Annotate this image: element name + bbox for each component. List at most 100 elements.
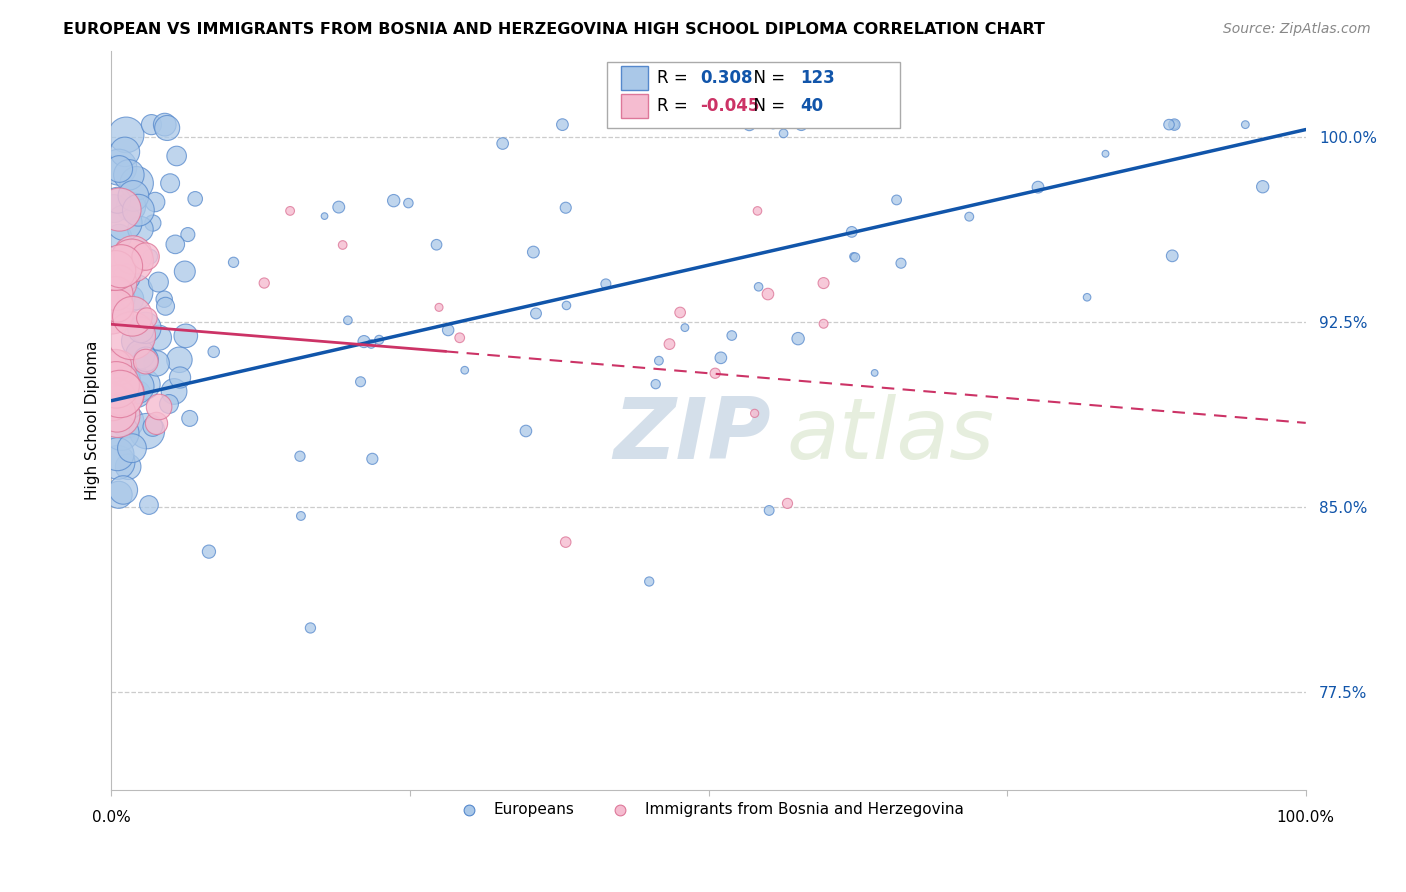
Point xyxy=(115,270,138,285)
Point xyxy=(299,621,322,635)
Point xyxy=(104,286,127,301)
Point xyxy=(454,363,477,377)
Point xyxy=(163,384,186,399)
Point xyxy=(813,276,835,290)
Point xyxy=(131,352,153,367)
Point xyxy=(104,359,127,373)
Point xyxy=(198,544,221,558)
Point xyxy=(738,118,761,132)
Point xyxy=(114,252,136,267)
Point xyxy=(127,387,149,401)
Point xyxy=(153,118,176,132)
Point xyxy=(522,245,544,260)
FancyBboxPatch shape xyxy=(607,62,900,128)
Point xyxy=(165,237,187,252)
Point xyxy=(112,483,135,497)
Point xyxy=(121,328,143,343)
Point xyxy=(658,337,681,351)
Text: EUROPEAN VS IMMIGRANTS FROM BOSNIA AND HERZEGOVINA HIGH SCHOOL DIPLOMA CORRELATI: EUROPEAN VS IMMIGRANTS FROM BOSNIA AND H… xyxy=(63,22,1045,37)
Point xyxy=(328,200,350,214)
Point xyxy=(107,194,129,208)
Point xyxy=(155,299,177,313)
Point xyxy=(121,248,143,262)
Point xyxy=(844,250,866,264)
Point xyxy=(107,292,129,306)
Point xyxy=(107,447,129,461)
Point xyxy=(336,313,359,327)
Bar xyxy=(621,95,648,118)
Point xyxy=(129,347,152,361)
Point xyxy=(253,276,276,290)
Point xyxy=(129,222,152,236)
Point xyxy=(437,323,460,337)
Point xyxy=(353,334,375,349)
Point xyxy=(174,328,197,343)
Point xyxy=(314,209,336,223)
Point xyxy=(105,377,128,392)
Point xyxy=(105,407,128,421)
Point xyxy=(108,230,131,244)
Point xyxy=(108,360,131,375)
Point xyxy=(127,203,149,218)
Point xyxy=(1234,118,1257,132)
Text: 40: 40 xyxy=(800,97,824,115)
Point xyxy=(554,201,576,215)
Point xyxy=(841,225,863,239)
Point xyxy=(762,118,785,132)
Point xyxy=(141,118,163,132)
Point xyxy=(776,496,799,510)
Point xyxy=(772,127,794,141)
Point xyxy=(134,377,156,392)
Text: N =: N = xyxy=(744,97,790,115)
Text: -0.045: -0.045 xyxy=(700,97,759,115)
Point xyxy=(166,149,188,163)
Point xyxy=(107,160,129,174)
Point xyxy=(114,145,136,159)
Point xyxy=(758,503,780,517)
Point xyxy=(673,320,696,334)
Point xyxy=(135,352,157,367)
Point xyxy=(156,120,179,135)
Point xyxy=(112,216,135,230)
Point xyxy=(135,311,157,326)
Point xyxy=(515,424,537,438)
Point xyxy=(957,210,980,224)
Point xyxy=(115,128,138,142)
Point xyxy=(638,574,661,589)
Point xyxy=(890,256,912,270)
Point xyxy=(117,459,139,474)
Point xyxy=(104,263,127,277)
Point xyxy=(1094,146,1116,161)
Point xyxy=(554,535,576,549)
Point xyxy=(1026,180,1049,194)
Legend: Europeans, Immigrants from Bosnia and Herzegovina: Europeans, Immigrants from Bosnia and He… xyxy=(447,796,970,823)
Point xyxy=(382,194,405,208)
Point xyxy=(704,366,727,380)
Point xyxy=(813,317,835,331)
Point xyxy=(710,351,733,365)
Point xyxy=(125,379,148,393)
Point xyxy=(105,299,128,313)
Text: R =: R = xyxy=(657,97,693,115)
Point xyxy=(524,306,547,320)
Point xyxy=(125,176,148,190)
Point xyxy=(134,321,156,335)
Point xyxy=(148,275,170,289)
Point xyxy=(108,387,131,401)
Point xyxy=(744,406,766,420)
Point xyxy=(120,200,142,214)
Point xyxy=(551,118,574,132)
Point xyxy=(107,277,129,291)
Point xyxy=(148,331,170,345)
Point xyxy=(288,449,311,463)
Point xyxy=(110,259,132,273)
Point xyxy=(747,203,769,218)
Point xyxy=(863,366,886,380)
Point xyxy=(108,202,131,217)
Point xyxy=(648,353,671,368)
Text: 123: 123 xyxy=(800,69,835,87)
Point xyxy=(427,301,450,315)
Text: ZIP: ZIP xyxy=(613,393,770,476)
Point xyxy=(787,332,810,346)
Point xyxy=(202,344,225,359)
